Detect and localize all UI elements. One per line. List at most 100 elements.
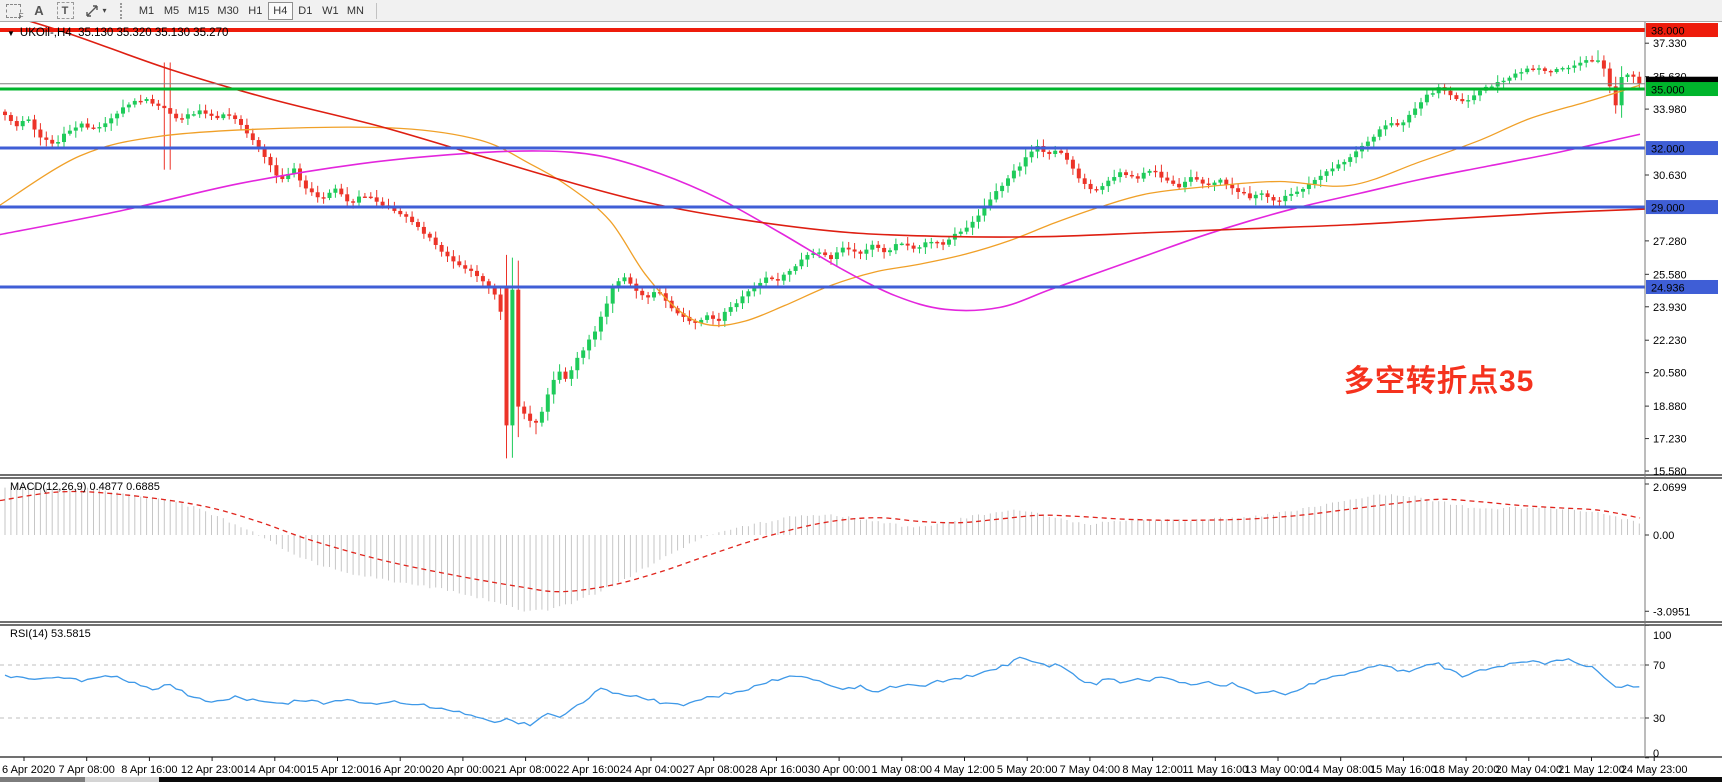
horizontal-scrollbar[interactable]: [0, 777, 1722, 782]
ma-mid-magenta: [0, 133, 1641, 312]
price-badge-38.000: [1646, 23, 1718, 38]
time-axis-label: 8 May 12:00: [1122, 764, 1183, 776]
price-badge-24.936: [1646, 279, 1718, 294]
label-frame-tool-button[interactable]: F: [0, 2, 26, 21]
price-badge-label: 29.000: [1651, 203, 1685, 215]
toolbar-grip[interactable]: [120, 2, 130, 19]
chart-title: ▼ UKOil-,H4 35.130 35.320 35.130 35.270: [7, 27, 228, 39]
ma-slow-red: [29, 22, 1645, 238]
timeframe-button-W1[interactable]: W1: [318, 2, 343, 20]
price-badge-29.000: [1646, 200, 1718, 215]
time-axis-label: 15 May 16:00: [1370, 764, 1437, 776]
time-axis-label: 24 May 23:00: [1621, 764, 1688, 776]
timeframe-button-D1[interactable]: D1: [293, 2, 318, 20]
price-tick-label: 22.230: [1653, 335, 1687, 347]
rsi-pane-series: [0, 656, 1645, 727]
time-axis-label: 7 Apr 08:00: [59, 764, 115, 776]
time-axis: 6 Apr 2020 7 Apr 08:00 8 Apr 16:00 12 Apr 2…: [2, 757, 1688, 776]
scrollbar-segment-left: [0, 777, 85, 782]
time-axis-label: 15 Apr 12:00: [306, 764, 368, 776]
time-axis-label: 6 Apr 2020: [2, 764, 55, 776]
rsi-line: [4, 656, 1640, 727]
time-axis-label: 5 May 20:00: [997, 764, 1058, 776]
price-axis: 37.33035.63033.98030.63027.28025.58023.9…: [1645, 23, 1718, 760]
time-axis-label: 13 May 00:00: [1245, 764, 1312, 776]
price-badge-35.000: [1646, 82, 1718, 97]
timeframe-button-H1[interactable]: H1: [243, 2, 268, 20]
rsi-tick-label: 0: [1653, 748, 1659, 760]
time-axis-label: 20 May 04:00: [1495, 764, 1562, 776]
time-axis-label: 1 May 08:00: [872, 764, 933, 776]
price-tick-label: 20.580: [1653, 368, 1687, 380]
scrollbar-track: [85, 777, 159, 782]
text-tool-button[interactable]: T: [52, 2, 78, 20]
font-tool-button[interactable]: A: [26, 2, 52, 20]
timeframe-button-M30[interactable]: M30: [213, 2, 242, 20]
chevron-down-icon: ▾: [102, 6, 107, 15]
text-t-icon: T: [56, 2, 74, 19]
time-axis-label: 14 Apr 04:00: [244, 764, 306, 776]
price-tick-label: 37.330: [1653, 38, 1687, 50]
timeframe-button-M5[interactable]: M5: [159, 2, 184, 20]
scrollbar-thumb[interactable]: [159, 777, 1722, 782]
arrows-icon: [86, 4, 99, 17]
price-tick-label: 27.280: [1653, 236, 1687, 248]
time-axis-label: 14 May 08:00: [1307, 764, 1374, 776]
chart-symbol-period: UKOil-,H4: [19, 27, 72, 39]
price-badge-label: 32.000: [1651, 144, 1685, 156]
price-tick-label: 33.980: [1653, 104, 1687, 116]
chart-ohlc-values: 35.130 35.320 35.130 35.270: [78, 27, 229, 39]
time-axis-label: 11 May 16:00: [1182, 764, 1248, 776]
timeframe-bar: M1 M5 M15 M30 H1 H4 D1 W1 MN: [134, 0, 368, 22]
time-axis-label: 16 Apr 20:00: [369, 764, 431, 776]
time-axis-label: 22 Apr 16:00: [557, 764, 619, 776]
price-tick-label: 23.930: [1653, 302, 1687, 314]
macd-signal-line: [0, 490, 1641, 593]
label-frame-icon: F: [5, 3, 24, 21]
time-axis-label: 4 May 12:00: [934, 764, 995, 776]
arrow-tools-button[interactable]: ▾: [78, 2, 114, 20]
rsi-tick-label: 100: [1653, 630, 1671, 642]
time-axis-label: 12 Apr 23:00: [181, 764, 243, 776]
timeframe-button-H4[interactable]: H4: [267, 1, 293, 20]
symbol-dropdown-icon[interactable]: ▼: [7, 29, 15, 38]
time-axis-label: 20 Apr 00:00: [432, 764, 494, 776]
price-badge-32.000: [1646, 141, 1718, 156]
time-axis-label: 8 Apr 16:00: [121, 764, 177, 776]
ma-fast-orange: [0, 84, 1641, 327]
price-tick-label: 15.580: [1653, 466, 1687, 478]
time-axis-label: 21 May 12:00: [1558, 764, 1625, 776]
price-tick-label: 30.630: [1653, 170, 1687, 182]
time-axis-label: 28 Apr 16:00: [745, 764, 807, 776]
time-axis-label: 18 May 20:00: [1433, 764, 1500, 776]
macd-tick-label: 2.0699: [1653, 482, 1687, 494]
candlestick-series: [0, 22, 1645, 459]
price-badge-label: 35.000: [1651, 85, 1685, 97]
time-axis-label: 30 Apr 00:00: [808, 764, 870, 776]
toolbar-separator: [375, 2, 377, 19]
macd-histogram: [0, 484, 1641, 612]
price-badge-label: 38.000: [1651, 26, 1685, 38]
timeframe-button-MN[interactable]: MN: [343, 2, 368, 20]
rsi-tick-label: 30: [1653, 713, 1665, 725]
time-axis-label: 21 Apr 08:00: [494, 764, 556, 776]
font-a-icon: A: [34, 3, 44, 18]
price-tick-label: 18.880: [1653, 401, 1687, 413]
price-tick-label: 17.230: [1653, 434, 1687, 446]
macd-indicator-label: MACD(12,26,9) 0.4877 0.6885: [10, 481, 160, 493]
rsi-indicator-label: RSI(14) 53.5815: [10, 628, 91, 640]
macd-tick-label: -3.0951: [1653, 606, 1690, 618]
price-badge-label: 24.936: [1651, 282, 1685, 294]
timeframe-button-M1[interactable]: M1: [134, 2, 159, 20]
rsi-tick-label: 70: [1653, 660, 1665, 672]
chart-annotation-text: 多空转折点35: [1344, 365, 1535, 398]
time-axis-label: 27 Apr 08:00: [683, 764, 745, 776]
price-tick-label: 25.580: [1653, 269, 1687, 281]
time-axis-label: 7 May 04:00: [1060, 764, 1121, 776]
timeframe-button-M15[interactable]: M15: [184, 2, 213, 20]
toolbar: F A T ▾ M1 M5 M15 M30 H1 H4 D1 W1 MN: [0, 0, 1722, 22]
chart-canvas[interactable]: 37.33035.63033.98030.63027.28025.58023.9…: [0, 22, 1722, 777]
macd-tick-label: 0.00: [1653, 530, 1674, 542]
time-axis-label: 24 Apr 04:00: [620, 764, 682, 776]
